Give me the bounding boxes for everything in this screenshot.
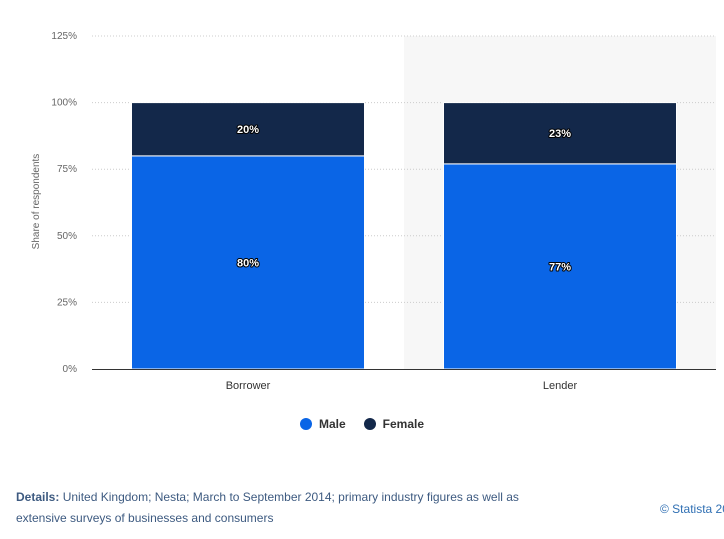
y-tick-label: 75% — [57, 164, 77, 175]
y-tick-label: 25% — [57, 297, 77, 308]
data-labels: 80% 20% 77% 23% — [236, 123, 572, 274]
details-label: Details: — [16, 490, 60, 504]
y-axis-title: Share of respondents — [31, 154, 42, 250]
data-label-borrower-female: 20% — [237, 124, 259, 136]
bar-lender-male[interactable] — [443, 163, 677, 370]
x-tick-labels: Borrower Lender — [226, 380, 578, 392]
y-tick-label: 100% — [51, 98, 77, 109]
bar-borrower-male[interactable] — [131, 155, 365, 370]
legend: Male Female — [0, 417, 724, 431]
bar-lender-female[interactable] — [443, 102, 677, 165]
data-label-lender-female: 23% — [549, 128, 571, 140]
data-label-borrower-male: 80% — [237, 257, 259, 269]
bars — [131, 102, 677, 370]
legend-swatch-female — [363, 418, 376, 430]
details-text: United Kingdom; Nesta; March to Septembe… — [16, 490, 519, 525]
data-label-lender-male: 77% — [549, 261, 571, 273]
source-details: Details: United Kingdom; Nesta; March to… — [16, 487, 556, 529]
chart-area: 80% 20% 77% 23% 0% 25% 50% 75% 100% 125% Borrowe… — [31, 31, 716, 392]
bar-borrower-female[interactable] — [131, 102, 365, 157]
legend-swatch-male — [299, 418, 312, 430]
x-tick-label-borrower: Borrower — [226, 380, 271, 392]
statista-credit-link[interactable]: © Statista 2021 — [660, 502, 724, 516]
legend-label-female: Female — [382, 417, 425, 431]
y-tick-label: 50% — [57, 231, 77, 242]
y-tick-label: 125% — [51, 31, 77, 42]
legend-item-female[interactable]: Female — [363, 417, 425, 431]
x-tick-label-lender: Lender — [543, 380, 578, 392]
legend-label-male: Male — [318, 417, 346, 431]
legend-item-male[interactable]: Male — [299, 417, 346, 431]
y-tick-label: 0% — [63, 364, 78, 375]
y-tick-labels: 0% 25% 50% 75% 100% 125% — [51, 31, 77, 375]
